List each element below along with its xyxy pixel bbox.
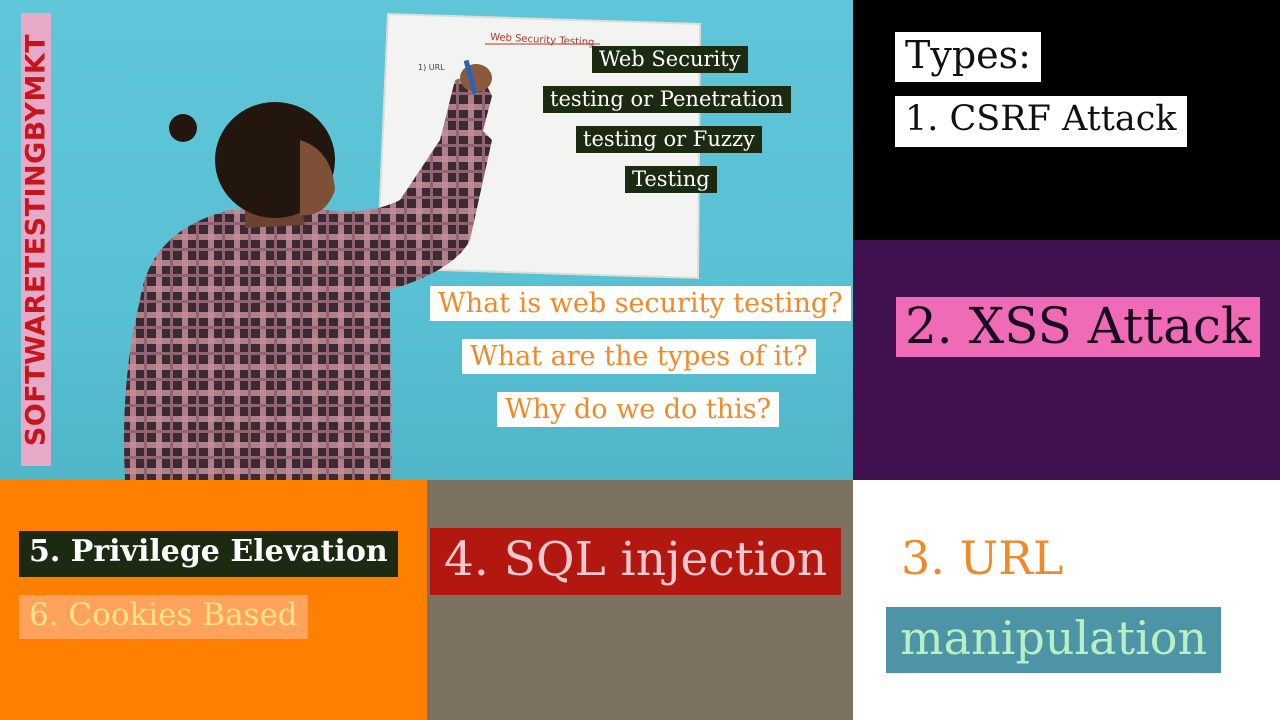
type-xss-attack: 2. XSS Attack bbox=[896, 297, 1261, 357]
whiteboard-scribble: 1) URL bbox=[418, 63, 445, 72]
type-cookies-based: 6. Cookies Based bbox=[19, 595, 308, 639]
type-csrf-attack: 1. CSRF Attack bbox=[895, 96, 1187, 147]
types-heading: Types: bbox=[895, 32, 1041, 82]
question-why: Why do we do this? bbox=[497, 392, 780, 427]
url-panel: 3. URL manipulation bbox=[853, 480, 1280, 720]
title-tag-line1: Web Security bbox=[592, 46, 748, 73]
xss-panel: 2. XSS Attack bbox=[853, 240, 1280, 480]
type-url-line2: manipulation bbox=[886, 607, 1222, 673]
presenter-scene: Web Security Testing 1) URL bbox=[124, 12, 702, 480]
presenter-shirt bbox=[124, 124, 492, 480]
title-tag-line3: testing or Fuzzy bbox=[576, 126, 762, 153]
orange-panel: 5. Privilege Elevation 6. Cookies Based bbox=[0, 480, 427, 720]
channel-name-text: SOFTWARETESTINGBYMKT bbox=[20, 33, 52, 446]
sql-panel: 4. SQL injection bbox=[427, 480, 853, 720]
question-types: What are the types of it? bbox=[462, 339, 816, 374]
type-url-line1: 3. URL bbox=[901, 531, 1064, 585]
video-frame: Web Security Testing 1) URL SOFTWARETEST… bbox=[0, 0, 853, 480]
types-panel: Types: 1. CSRF Attack bbox=[853, 0, 1280, 240]
title-tag-line2: testing or Penetration bbox=[543, 86, 791, 113]
type-sql-injection: 4. SQL injection bbox=[430, 528, 842, 595]
title-tag-line4: Testing bbox=[625, 166, 717, 193]
type-privilege-elevation: 5. Privilege Elevation bbox=[19, 531, 398, 577]
channel-watermark: SOFTWARETESTINGBYMKT bbox=[20, 13, 52, 466]
marker-pen bbox=[463, 59, 478, 94]
question-what-is: What is web security testing? bbox=[430, 286, 851, 321]
